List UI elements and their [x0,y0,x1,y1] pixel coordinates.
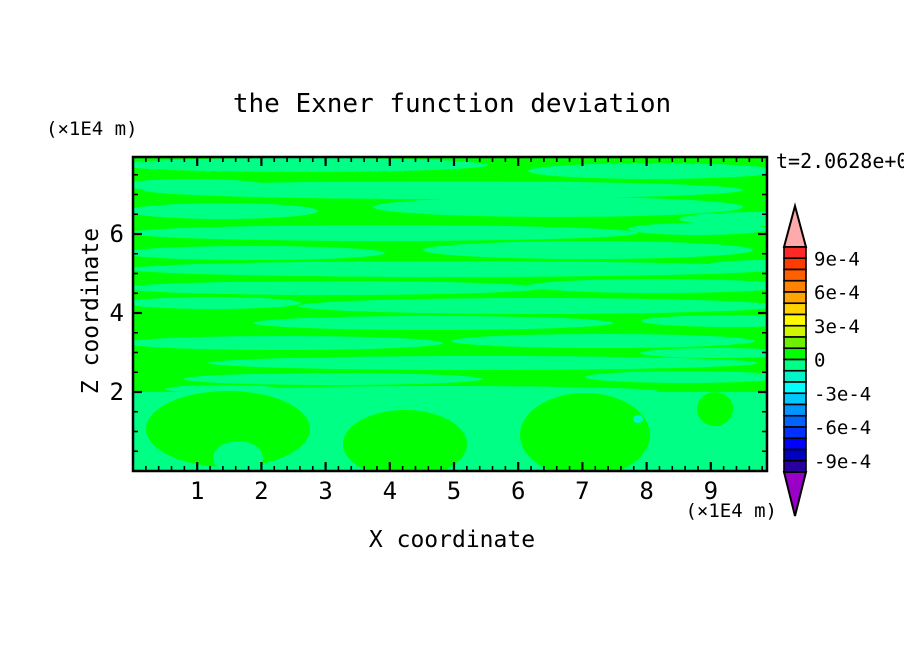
colorbar-cell [783,437,807,451]
x-tick-label: 3 [318,477,332,505]
contour-streak [183,373,483,385]
y-axis-unit-label: (×1E4 m) [46,118,138,140]
y-tick-label: 6 [110,220,124,248]
contour-streak [133,261,767,277]
plot-frame [131,155,769,473]
contour-streak [679,212,767,226]
contour-blob [520,393,650,471]
contour-streak [133,203,318,219]
colorbar-cell [783,313,807,327]
x-tick-label: 9 [704,477,718,505]
contour-streak [133,297,301,309]
time-annotation: t=2.0628e+06 [776,149,904,173]
contour-streak [133,158,488,172]
plot-title: the Exner function deviation [233,89,671,119]
contour-streak [143,181,743,199]
x-tick-label: 1 [190,477,204,505]
y-tick-label: 4 [110,299,124,327]
contour-streak [165,385,281,393]
contour-field [133,157,767,471]
contour-streak [253,316,613,330]
colorbar-over-arrow [782,202,808,248]
contour-streak [133,246,385,260]
contour-blob [146,391,310,467]
contour-streak [373,197,743,217]
x-tick-label: 4 [383,477,397,505]
teal-spot [633,415,643,423]
contour-streak [628,223,767,235]
colorbar-cell [783,302,807,316]
colorbar-cell [783,426,807,440]
contour-blob [343,410,467,471]
x-axis-title: X coordinate [369,527,535,553]
colorbar-label: 9e-4 [814,248,860,270]
contour-streak [133,281,543,295]
contour-streak [641,315,767,327]
contour-streak [528,163,767,179]
colorbar-cell [783,246,807,260]
generated-labels: 1 2 3 4 5 6 7 8 9 2 4 6 9e-4 6e-4 3e-4 0 -3e-4 -6e-4 -9e-4 [110,202,871,517]
colorbar-label: -3e-4 [814,383,871,405]
colorbar-cell [783,358,807,372]
colorbar-cell [783,347,807,361]
colorbar-cell [783,291,807,305]
colorbar-cell [783,369,807,383]
colorbar-label: -6e-4 [814,417,871,439]
contour-streak [451,334,755,348]
x-tick-label: 2 [254,477,268,505]
axes-frame [131,155,769,473]
colorbar-cell [783,381,807,395]
contour-streak [640,348,767,358]
colorbar-cell [783,324,807,338]
colorbar-cell [783,336,807,350]
colorbar-label: 3e-4 [814,316,860,338]
x-tick-label: 8 [639,477,653,505]
contour-streak [423,241,753,259]
colorbar-cell [783,268,807,282]
colorbar-cell [783,414,807,428]
contour-streak [228,386,658,396]
contour-streak [208,356,758,370]
colorbar-cell [783,257,807,271]
contour-blob [697,392,733,426]
colorbar-cell [783,392,807,406]
colorbar-cell [783,403,807,417]
x-axis-unit-label: (×1E4 m) [685,500,777,522]
x-tick-label: 7 [575,477,589,505]
y-axis-title: Z coordinate [78,228,104,394]
colorbar-cell [783,279,807,293]
colorbar-label: 0 [814,350,825,372]
colorbar-label: -9e-4 [814,451,871,473]
x-tick-label: 5 [447,477,461,505]
y-tick-label: 2 [110,378,124,406]
contour-streak [133,336,443,350]
colorbar-under-arrow [782,471,808,517]
contour-streak [707,260,767,270]
colorbar-label: 6e-4 [814,282,860,304]
contour-streak [528,279,767,293]
colorbar-cell [783,448,807,462]
contour-hole [213,441,263,471]
contour-streak [585,371,767,383]
contour-streak [298,298,767,314]
contour-streak [133,225,638,241]
x-tick-label: 6 [511,477,525,505]
colorbar-cell [783,459,807,473]
